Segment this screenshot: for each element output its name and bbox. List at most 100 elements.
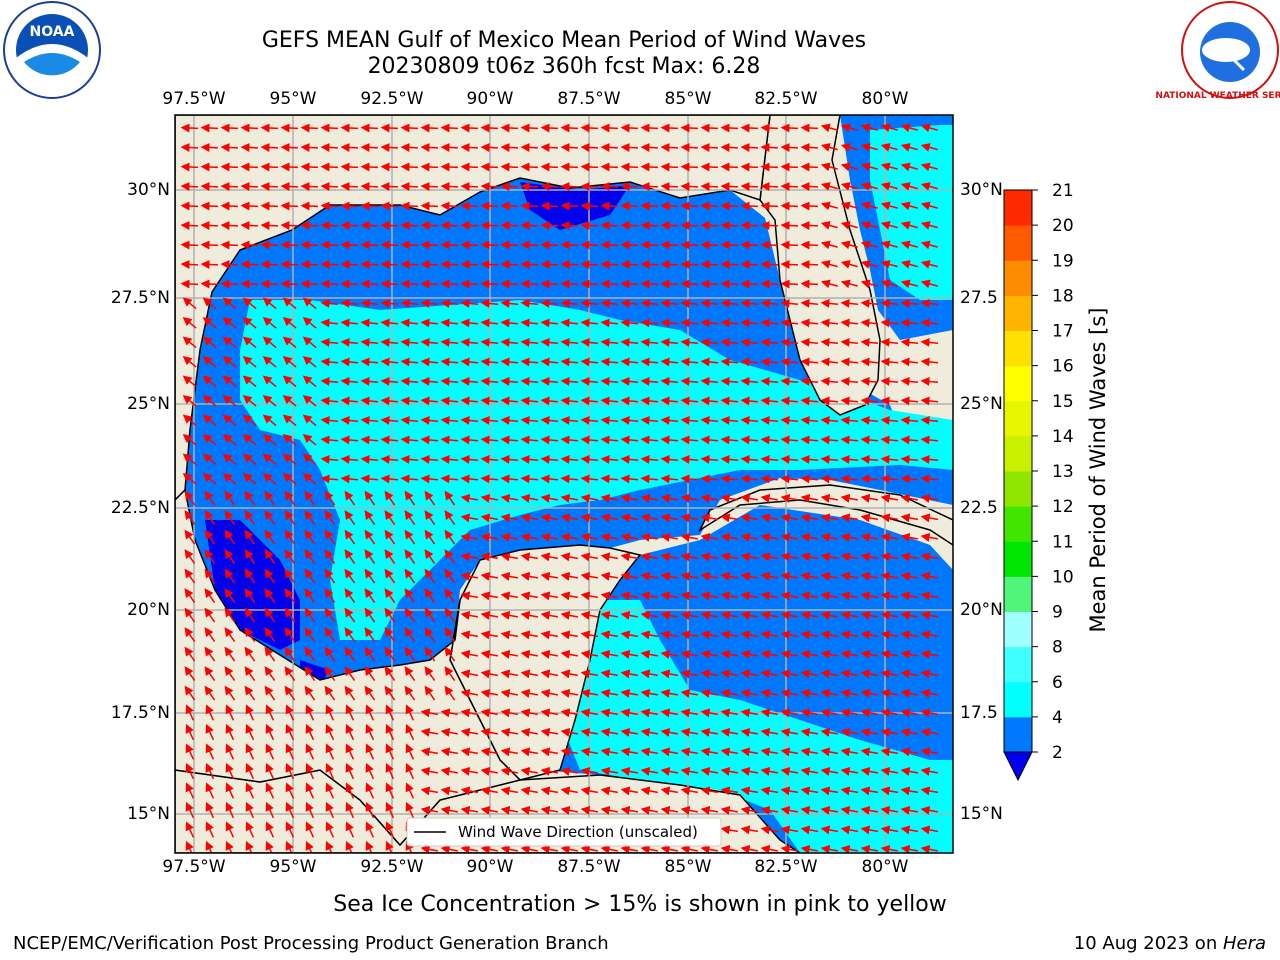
wind-wave-arrow <box>520 708 539 718</box>
wind-wave-arrow <box>620 493 639 503</box>
wind-wave-arrow <box>364 490 376 506</box>
wind-wave-arrow <box>480 571 499 581</box>
wind-wave-arrow <box>860 260 878 269</box>
wind-wave-arrow <box>600 513 619 523</box>
wind-wave-arrow <box>500 123 519 133</box>
wind-wave-arrow <box>200 181 219 191</box>
wind-wave-arrow <box>384 529 396 545</box>
footer-credit: NCEP/EMC/Verification Post Processing Pr… <box>13 933 609 954</box>
wind-wave-arrow <box>640 591 659 601</box>
footer-machine: Hera <box>1222 933 1266 954</box>
wind-wave-arrow <box>880 415 899 425</box>
wind-wave-arrow <box>440 708 459 718</box>
wind-wave-arrow <box>364 588 376 604</box>
wind-wave-arrow <box>840 123 858 133</box>
wind-wave-arrow <box>800 649 819 659</box>
wind-wave-arrow <box>180 123 199 133</box>
wind-wave-arrow <box>800 220 819 230</box>
lon-tick-top: 87.5°W <box>557 89 621 109</box>
wind-wave-arrow <box>380 279 399 289</box>
wind-wave-arrow <box>320 220 339 230</box>
wind-wave-arrow <box>240 240 259 250</box>
wind-wave-arrow <box>302 375 317 388</box>
wind-wave-arrow <box>600 396 619 406</box>
wind-wave-arrow <box>440 435 459 445</box>
wind-wave-arrow <box>520 610 539 620</box>
wind-wave-arrow <box>284 646 296 662</box>
wind-wave-arrow <box>222 394 237 407</box>
wind-wave-arrow <box>740 454 759 464</box>
wind-wave-arrow <box>440 318 459 328</box>
wind-wave-arrow <box>400 220 419 230</box>
wind-wave-arrow <box>880 474 899 484</box>
wind-wave-arrow <box>920 318 939 328</box>
wind-wave-arrow <box>200 142 219 152</box>
wind-wave-arrow <box>424 627 436 643</box>
wind-wave-arrow <box>780 162 799 172</box>
colorbar-tick-label: 11 <box>1052 532 1074 552</box>
wind-wave-arrow <box>580 396 599 406</box>
wind-wave-arrow <box>282 375 297 388</box>
wind-wave-arrow <box>360 181 379 191</box>
wind-wave-arrow <box>800 474 819 484</box>
wind-wave-arrow <box>320 181 339 191</box>
wind-wave-arrow <box>180 220 199 230</box>
wind-wave-arrow <box>920 396 939 406</box>
wind-wave-arrow <box>640 630 659 640</box>
wind-wave-arrow <box>302 336 317 349</box>
wind-wave-arrow <box>880 260 898 269</box>
wind-wave-arrow <box>480 220 499 230</box>
wind-wave-arrow <box>740 435 759 445</box>
wind-wave-arrow <box>280 201 299 211</box>
wind-wave-arrow <box>580 435 599 445</box>
lat-tick-left: 27.5°N <box>110 288 170 308</box>
wind-wave-arrow <box>320 240 339 250</box>
wind-wave-arrow <box>740 513 759 523</box>
wind-wave-arrow <box>720 688 739 698</box>
wind-wave-arrow <box>760 396 779 406</box>
wind-wave-arrow <box>680 357 699 367</box>
wind-wave-arrow <box>880 298 899 308</box>
wind-wave-arrow <box>600 454 619 464</box>
wind-wave-arrow <box>840 221 858 230</box>
wind-wave-arrow <box>180 201 199 211</box>
wind-wave-arrow <box>920 376 939 386</box>
wind-wave-arrow <box>660 454 679 464</box>
wind-wave-arrow <box>920 279 938 289</box>
wind-wave-arrow <box>222 414 237 427</box>
wind-wave-arrow <box>680 610 699 620</box>
wind-wave-arrow <box>242 375 257 388</box>
wind-wave-arrow <box>600 571 619 581</box>
wind-wave-arrow <box>640 493 659 503</box>
wind-wave-arrow <box>460 357 479 367</box>
wind-wave-arrow <box>540 415 559 425</box>
wind-wave-arrow <box>244 529 256 545</box>
wind-wave-arrow <box>404 607 416 623</box>
wind-wave-arrow <box>222 433 237 446</box>
wind-wave-arrow <box>265 704 275 721</box>
wind-wave-arrow <box>244 627 256 643</box>
wind-wave-arrow <box>500 201 519 211</box>
wind-wave-arrow <box>700 240 719 250</box>
wind-wave-arrow <box>204 529 216 545</box>
wind-wave-arrow <box>320 474 339 484</box>
wind-wave-arrow <box>360 240 379 250</box>
wind-wave-arrow <box>920 688 939 698</box>
wind-wave-arrow <box>900 571 919 581</box>
wind-wave-arrow <box>184 646 196 662</box>
wind-wave-arrow <box>560 571 579 581</box>
wind-wave-arrow <box>320 201 339 211</box>
wind-wave-arrow <box>740 552 759 562</box>
wind-wave-arrow <box>460 669 479 679</box>
wind-wave-arrow <box>360 259 379 269</box>
wind-wave-arrow <box>220 240 239 250</box>
wind-wave-arrow <box>182 336 197 349</box>
wind-wave-arrow <box>560 415 579 425</box>
wind-wave-arrow <box>820 298 839 308</box>
wind-wave-arrow <box>260 259 279 269</box>
lat-tick-right: 25°N <box>960 394 1003 414</box>
wind-wave-arrow <box>760 318 779 328</box>
wind-wave-arrow <box>360 474 379 484</box>
wind-wave-arrow <box>204 549 216 565</box>
wind-wave-arrow <box>640 513 659 523</box>
